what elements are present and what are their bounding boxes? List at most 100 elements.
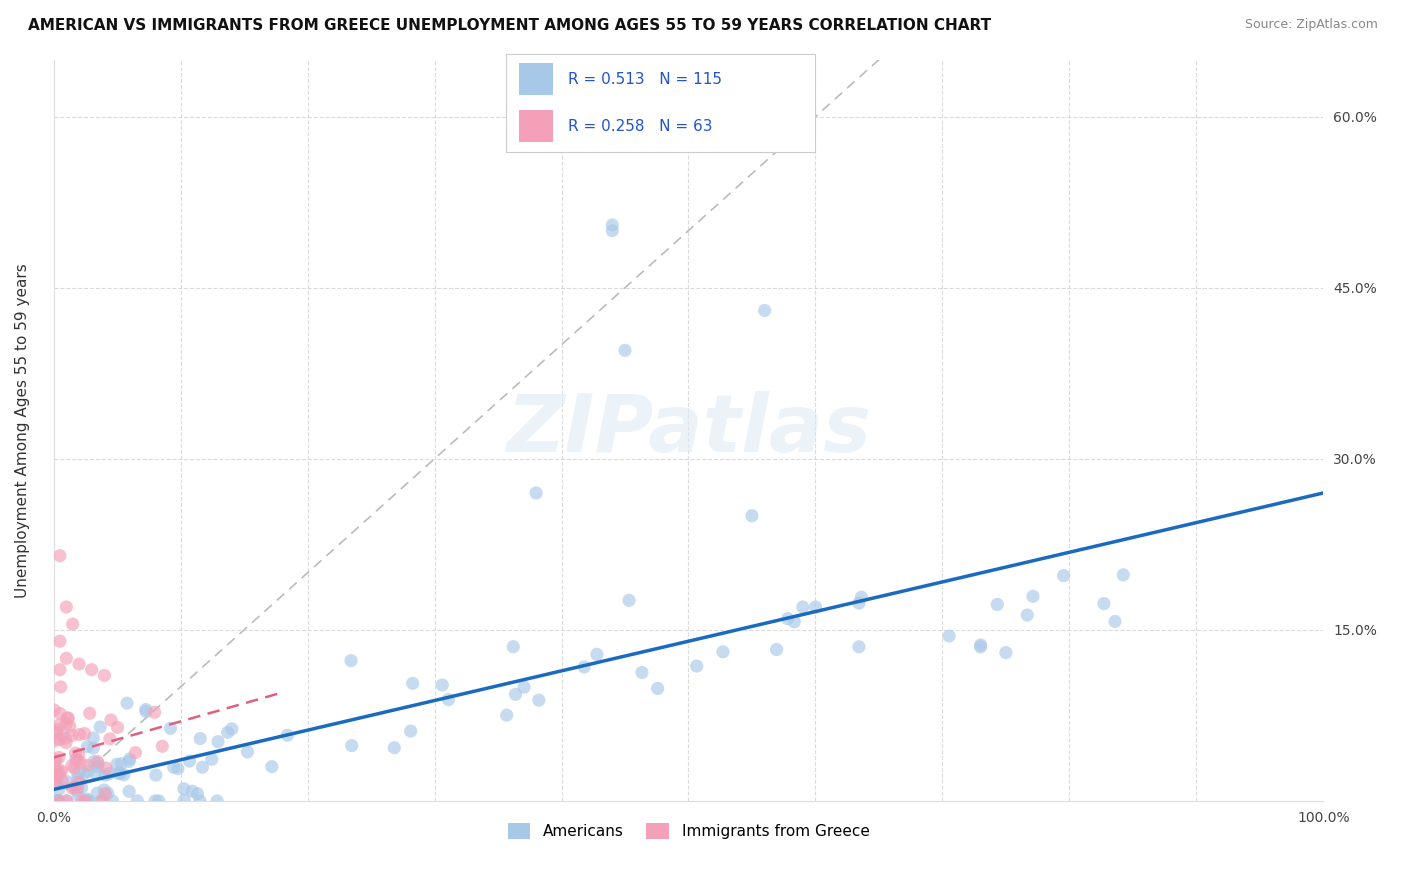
Point	[586, 648, 609, 662]
Point	[1104, 615, 1126, 629]
Point	[66, 783, 89, 797]
Point	[150, 739, 173, 754]
Point	[118, 755, 141, 769]
Point	[741, 508, 763, 523]
Point	[631, 665, 654, 680]
Point	[49, 717, 72, 731]
Point	[55, 600, 77, 615]
Point	[73, 726, 96, 740]
Point	[67, 728, 90, 742]
Point	[51, 729, 73, 743]
Point	[60, 758, 83, 772]
Point	[45, 762, 67, 776]
Point	[792, 600, 814, 615]
Point	[783, 615, 806, 629]
Point	[437, 692, 460, 706]
Point	[527, 693, 550, 707]
Point	[45, 725, 67, 739]
Point	[86, 755, 108, 769]
Point	[51, 764, 73, 778]
Point	[1017, 608, 1039, 623]
Point	[205, 794, 228, 808]
Point	[44, 769, 66, 783]
Point	[77, 764, 100, 779]
Point	[48, 781, 70, 796]
Point	[118, 752, 141, 766]
Point	[207, 734, 229, 748]
Point	[89, 720, 111, 734]
Point	[135, 705, 157, 719]
Point	[276, 728, 298, 742]
Point	[44, 755, 66, 769]
Point	[98, 766, 121, 780]
Point	[524, 486, 547, 500]
Point	[44, 703, 66, 717]
Point	[93, 668, 115, 682]
Point	[340, 739, 363, 753]
Point	[46, 794, 69, 808]
Point	[55, 731, 77, 746]
Point	[66, 766, 89, 780]
Point	[851, 591, 873, 605]
Point	[711, 645, 734, 659]
Point	[110, 766, 132, 780]
Point	[135, 702, 157, 716]
Point	[58, 711, 80, 725]
Point	[221, 722, 243, 736]
Point	[686, 659, 709, 673]
Point	[45, 772, 67, 787]
Point	[87, 756, 110, 771]
Point	[76, 794, 98, 808]
Point	[505, 687, 527, 701]
Point	[938, 629, 960, 643]
Point	[87, 759, 110, 773]
Point	[55, 736, 77, 750]
Point	[754, 303, 776, 318]
Point	[48, 794, 70, 808]
Point	[55, 794, 77, 808]
Point	[115, 696, 138, 710]
Point	[63, 761, 86, 775]
Point	[118, 784, 141, 798]
Point	[73, 767, 96, 781]
Point	[94, 768, 117, 782]
Point	[340, 654, 363, 668]
Point	[112, 768, 135, 782]
Point	[260, 759, 283, 773]
Point	[44, 769, 66, 783]
Point	[56, 711, 79, 725]
Point	[173, 793, 195, 807]
Point	[186, 787, 208, 801]
Point	[76, 792, 98, 806]
Point	[143, 794, 166, 808]
Point	[45, 794, 67, 808]
Text: Source: ZipAtlas.com: Source: ZipAtlas.com	[1244, 18, 1378, 31]
Point	[45, 753, 67, 767]
Point	[574, 660, 596, 674]
Point	[76, 758, 98, 772]
Point	[969, 640, 991, 654]
Point	[90, 794, 112, 808]
Point	[77, 794, 100, 808]
Point	[45, 767, 67, 781]
Point	[159, 721, 181, 735]
Point	[236, 745, 259, 759]
Point	[513, 680, 536, 694]
Point	[76, 739, 98, 754]
Point	[191, 760, 214, 774]
Point	[495, 708, 517, 723]
Point	[986, 598, 1008, 612]
Point	[93, 783, 115, 797]
Point	[44, 776, 66, 790]
Point	[55, 794, 77, 808]
Point	[45, 794, 67, 808]
Point	[614, 343, 637, 358]
Point	[80, 663, 103, 677]
Point	[647, 681, 669, 696]
Point	[82, 731, 104, 745]
Point	[66, 788, 89, 802]
Point	[148, 794, 170, 808]
Point	[96, 761, 118, 775]
Point	[46, 723, 69, 737]
Point	[432, 678, 454, 692]
